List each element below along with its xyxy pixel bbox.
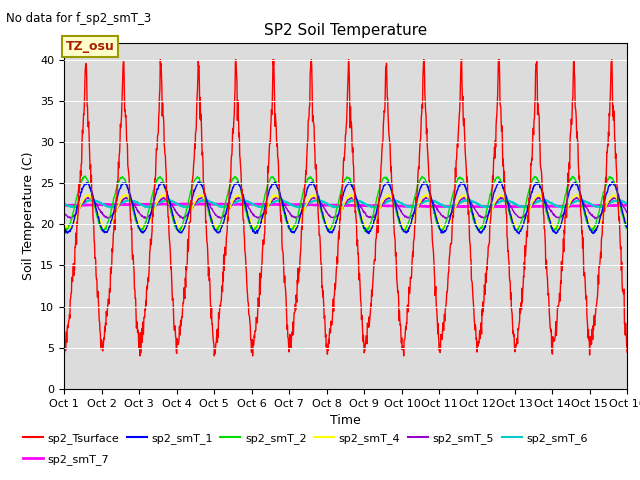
Legend: sp2_Tsurface, sp2_smT_1, sp2_smT_2, sp2_smT_4, sp2_smT_5, sp2_smT_6: sp2_Tsurface, sp2_smT_1, sp2_smT_2, sp2_… [19,428,592,448]
Text: TZ_osu: TZ_osu [66,40,115,53]
Y-axis label: Soil Temperature (C): Soil Temperature (C) [22,152,35,280]
Text: No data for f_sp2_smT_3: No data for f_sp2_smT_3 [6,12,152,25]
X-axis label: Time: Time [330,414,361,427]
Legend: sp2_smT_7: sp2_smT_7 [19,450,113,469]
Title: SP2 Soil Temperature: SP2 Soil Temperature [264,23,428,38]
